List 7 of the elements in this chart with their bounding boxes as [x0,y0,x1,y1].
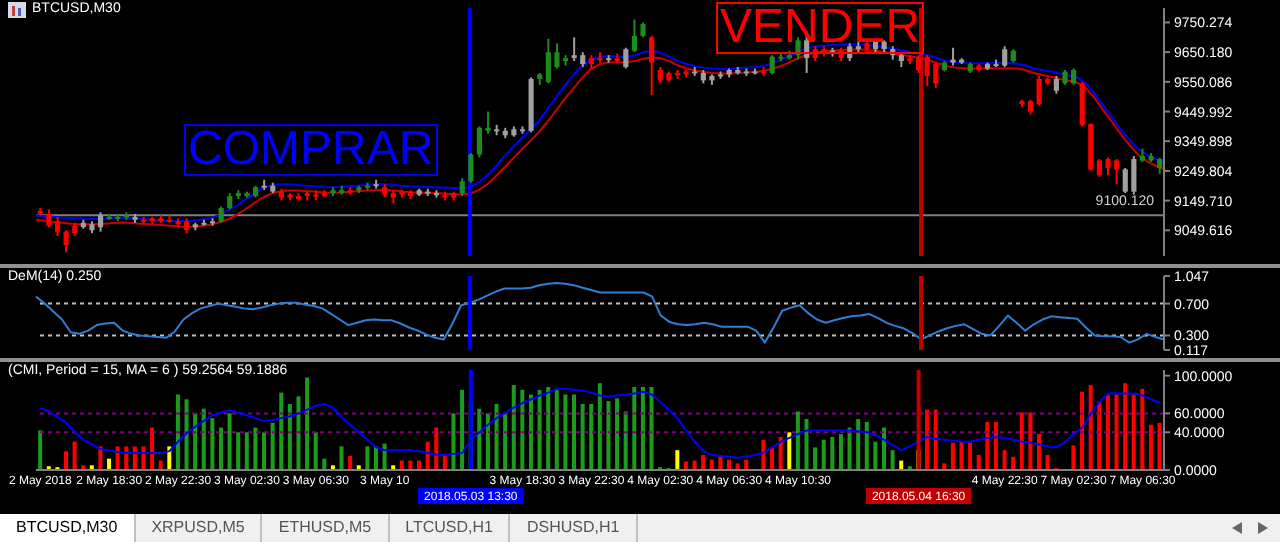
text: XRPUSD,M5 [135,514,263,542]
text: ETHUSD,M5 [262,514,390,542]
annotation: COMPRAR [184,122,438,176]
text: LTCUSD,H1 [389,514,511,542]
text: BTCUSD,M30 [0,514,136,542]
annotation: VENDER [716,0,925,54]
text: DSHUSD,H1 [510,514,638,542]
